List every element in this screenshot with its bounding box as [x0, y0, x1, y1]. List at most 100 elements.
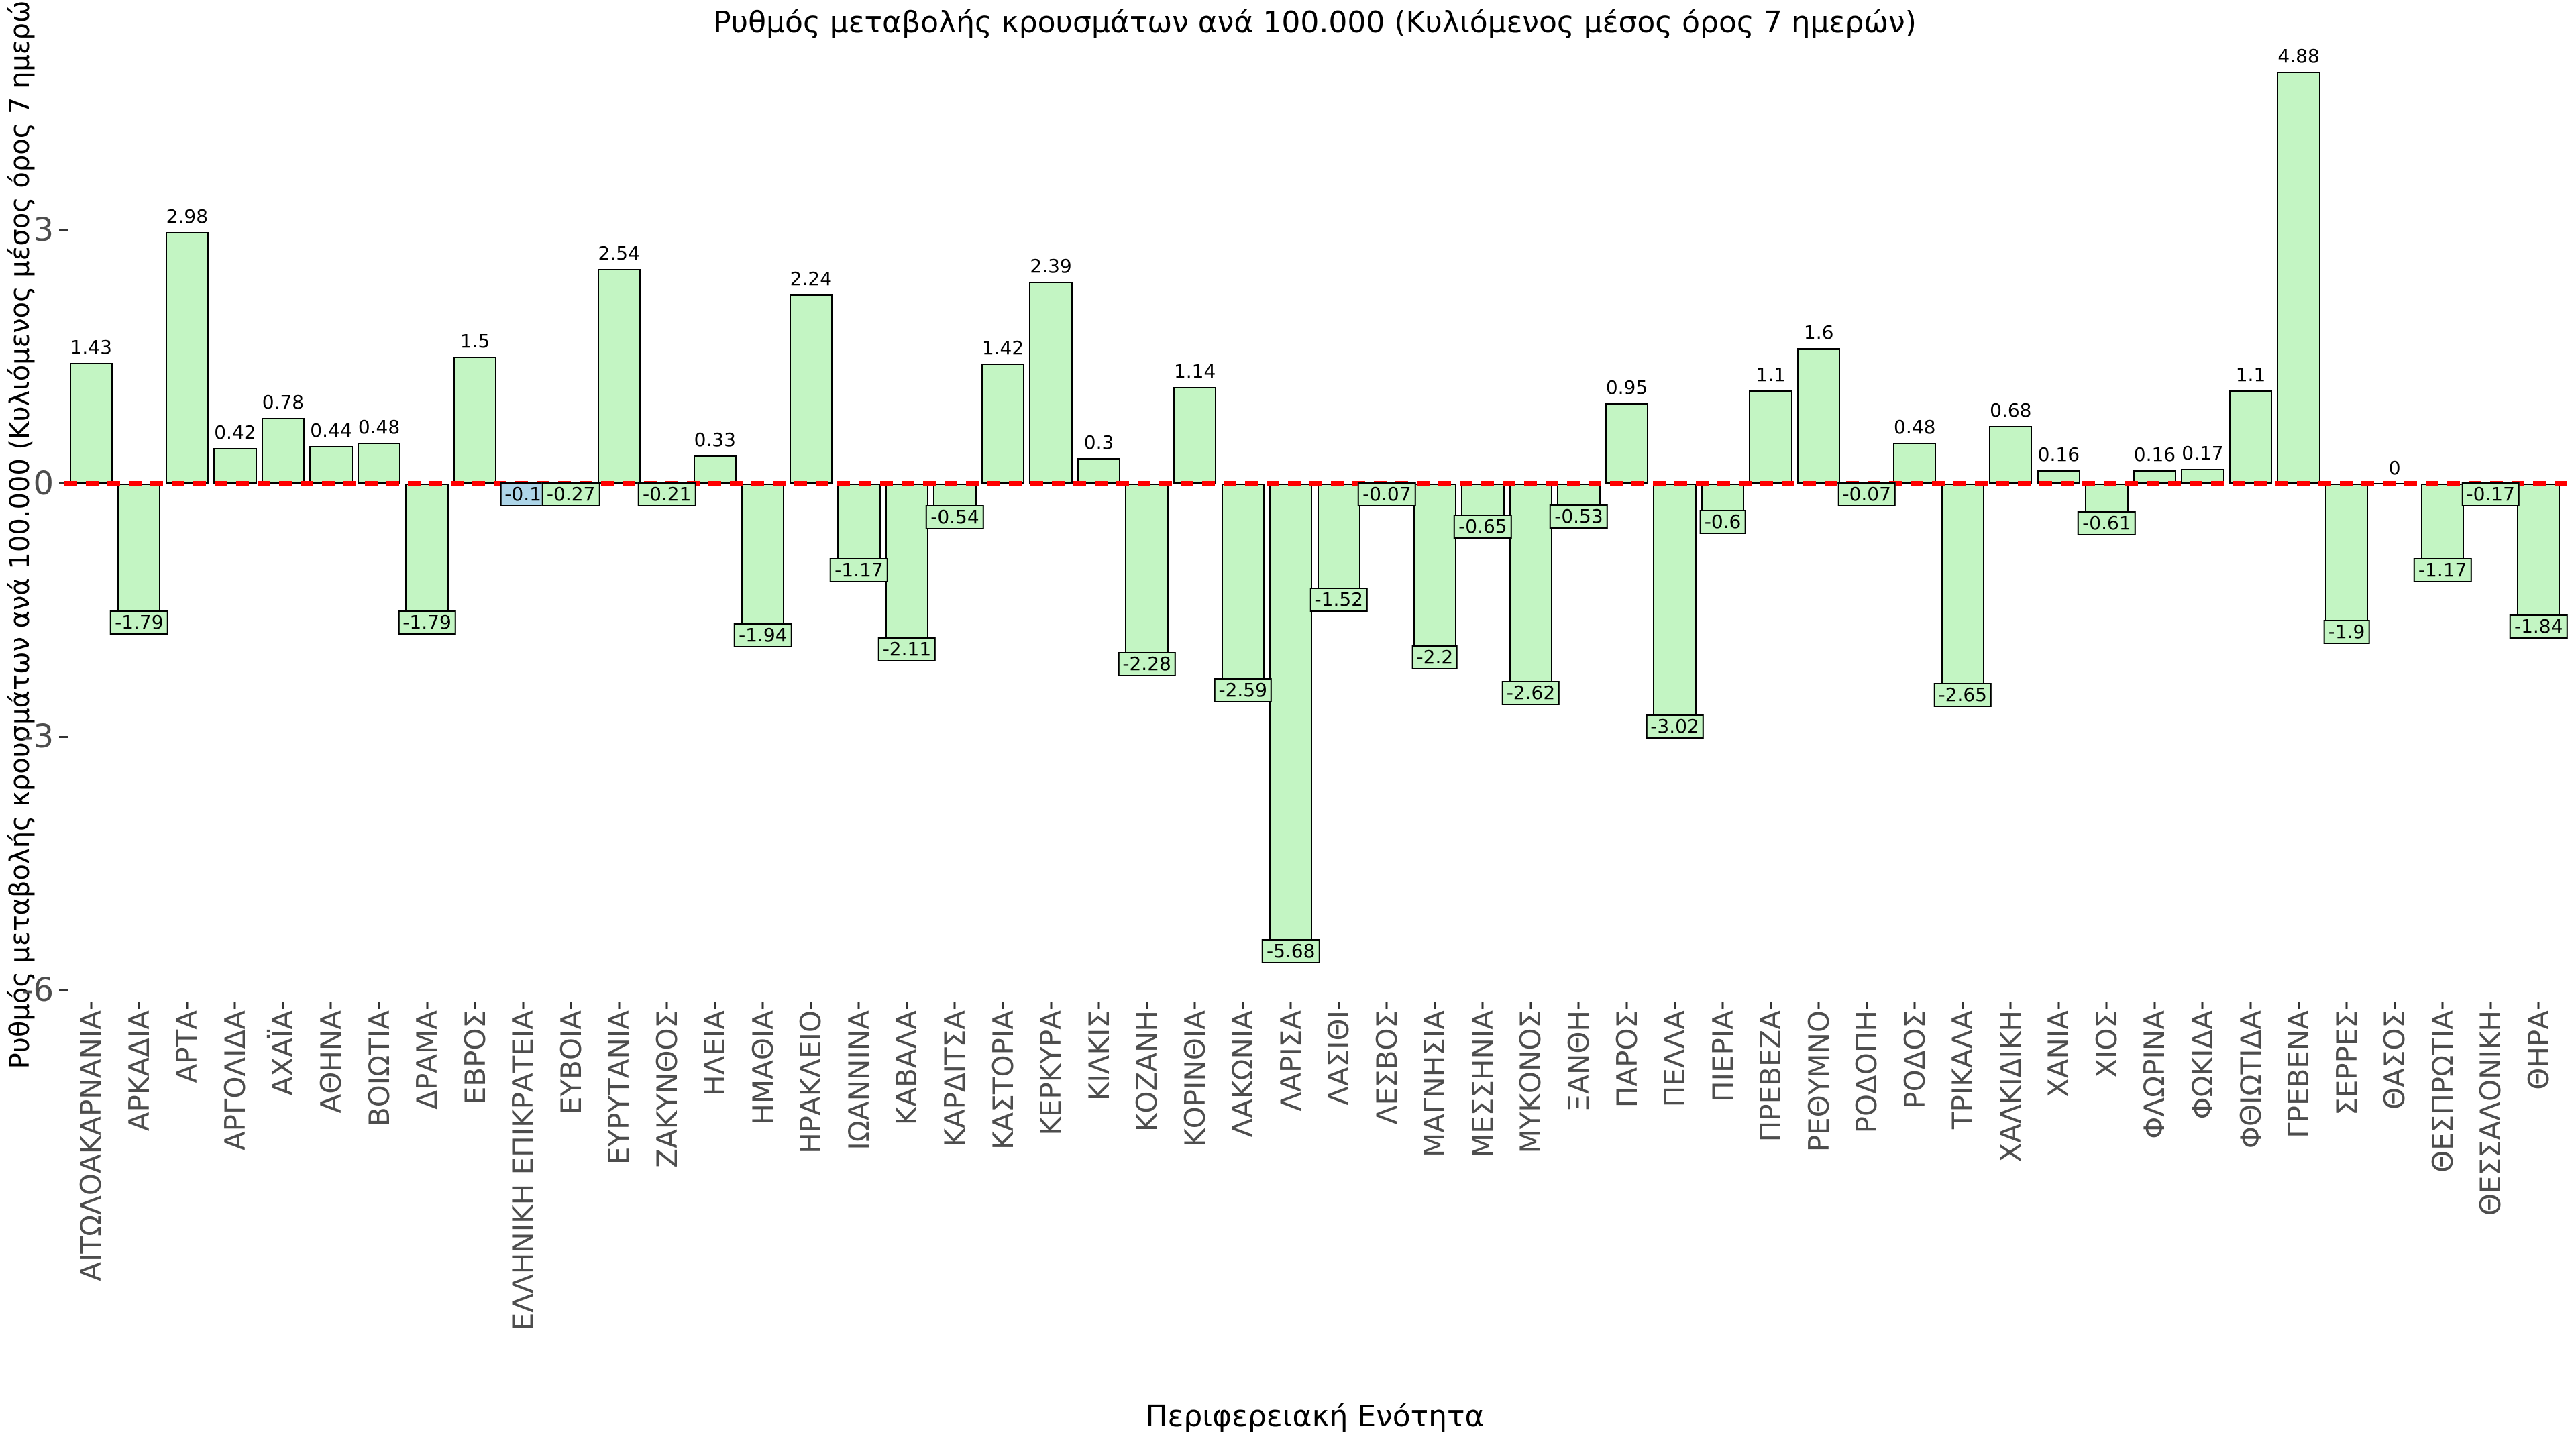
- bar: [1125, 483, 1169, 676]
- x-axis-tick: [522, 1002, 525, 1009]
- bar-value-label: 0.68: [1990, 399, 2032, 422]
- x-axis-tick-label: ΕΥΡΥΤΑΝΙΑ: [602, 1010, 636, 1165]
- x-axis-tick: [2489, 1002, 2492, 1009]
- x-axis-tick-label: ΠΕΛΛΑ: [1658, 1010, 1692, 1108]
- x-axis-tick-label: ΑΡΓΟΛΙΔΑ: [218, 1010, 252, 1151]
- x-axis-tick: [2537, 1002, 2540, 1009]
- x-axis-tick-label: ΘΕΣΠΡΩΤΙΑ: [2426, 1010, 2459, 1173]
- x-axis-tick-label: ΕΥΒΟΙΑ: [554, 1010, 588, 1115]
- bar: [69, 362, 113, 484]
- x-axis-tick: [1721, 1002, 1724, 1009]
- bar-value-label: -1.9: [2323, 620, 2370, 645]
- x-axis-tick-label: ΛΑΣΙΘΙ: [1322, 1010, 1356, 1106]
- x-axis-tick-label: ΔΡΑΜΑ: [411, 1010, 444, 1110]
- x-axis-tick: [1962, 1002, 1964, 1009]
- x-axis-tick: [1097, 1002, 1100, 1009]
- chart-title: Ρυθμός μεταβολής κρουσμάτων ανά 100.000 …: [713, 5, 1917, 40]
- x-axis-tick: [2249, 1002, 2252, 1009]
- x-axis-tick: [1289, 1002, 1292, 1009]
- bar: [405, 483, 449, 635]
- bar: [1221, 483, 1265, 702]
- y-axis-tick-label: 3: [33, 211, 54, 250]
- x-axis-tick-label: ΜΑΓΝΗΣΙΑ: [1418, 1010, 1452, 1158]
- bar-value-label: -5.68: [1261, 938, 1320, 963]
- x-axis-tick: [1674, 1002, 1676, 1009]
- x-axis-tick-label: ΧΑΛΚΙΔΙΚΗ: [1994, 1010, 2027, 1163]
- bar: [357, 443, 401, 484]
- x-axis-tick-label: ΘΕΣΣΑΛΟΝΙΚΗ: [2474, 1010, 2508, 1216]
- zero-reference-line: [64, 481, 2575, 486]
- bar: [165, 231, 209, 484]
- x-axis-tick: [810, 1002, 812, 1009]
- x-axis-tick-label: ΛΕΣΒΟΣ: [1370, 1010, 1403, 1125]
- x-axis-tick-label: ΑΙΤΩΛΟΑΚΑΡΝΑΝΙΑ: [74, 1010, 108, 1281]
- bar: [597, 269, 641, 484]
- x-axis-tick: [1866, 1002, 1868, 1009]
- bar-value-label: 0.42: [214, 421, 256, 443]
- x-axis-tick-label: ΧΙΟΣ: [2090, 1010, 2123, 1078]
- bar: [1605, 403, 1649, 484]
- x-axis-tick-label: ΚΑΣΤΟΡΙΑ: [986, 1010, 1020, 1150]
- x-axis-tick-label: ΚΑΡΔΙΤΣΑ: [938, 1010, 971, 1147]
- x-axis-tick: [2153, 1002, 2156, 1009]
- x-axis-tick: [2441, 1002, 2444, 1009]
- bar-value-label: 4.88: [2277, 44, 2320, 67]
- x-axis-tick-label: ΑΘΗΝΑ: [314, 1010, 347, 1114]
- x-axis-tick: [1529, 1002, 1532, 1009]
- bar: [1077, 458, 1121, 484]
- bar-value-label: -1.17: [830, 558, 888, 583]
- x-axis-tick-label: ΚΟΖΑΝΗ: [1130, 1010, 1164, 1132]
- bar-value-label: -3.02: [1646, 714, 1704, 739]
- bar-value-label: -2.28: [1118, 651, 1176, 676]
- x-axis-tick-label: ΘΗΡΑ: [2522, 1010, 2555, 1090]
- bar-value-label: 0.48: [358, 416, 400, 439]
- bar: [1796, 348, 1841, 484]
- x-axis-tick: [1146, 1002, 1148, 1009]
- x-axis-tick: [1577, 1002, 1580, 1009]
- x-axis-tick: [906, 1002, 908, 1009]
- bar-value-label: 0.44: [310, 419, 352, 442]
- x-axis-tick-label: ΛΑΚΩΝΙΑ: [1226, 1010, 1260, 1138]
- y-axis-tick-label: -6: [21, 971, 54, 1010]
- bar: [1653, 483, 1697, 739]
- bar: [1413, 483, 1457, 669]
- x-axis-tick: [714, 1002, 716, 1009]
- bar: [693, 455, 737, 484]
- x-axis-tick-label: ΠΑΡΟΣ: [1610, 1010, 1644, 1108]
- bar-value-label: -1.17: [2413, 558, 2472, 583]
- bar-value-label: 1.14: [1173, 360, 1216, 383]
- bar: [1269, 483, 1313, 963]
- x-axis-tick-label: ΦΩΚΙΔΑ: [2186, 1010, 2219, 1120]
- x-axis-tick: [186, 1002, 189, 1009]
- x-axis-tick: [474, 1002, 476, 1009]
- x-axis-tick-label: ΗΜΑΘΙΑ: [746, 1010, 780, 1125]
- bar-value-label: -0.07: [1358, 482, 1416, 506]
- bar-value-label: -0.53: [1550, 504, 1608, 529]
- x-axis-tick-label: ΠΡΕΒΕΖΑ: [1754, 1010, 1788, 1142]
- bar: [741, 483, 785, 648]
- x-axis-tick: [1385, 1002, 1388, 1009]
- x-axis-tick: [1817, 1002, 1820, 1009]
- y-axis-tick: [59, 989, 68, 991]
- x-axis-tick: [90, 1002, 93, 1009]
- bar-value-label: 0.33: [694, 429, 736, 451]
- bar-value-label: 2.98: [166, 205, 209, 227]
- x-axis-tick: [378, 1002, 380, 1009]
- y-axis-tick: [59, 229, 68, 231]
- x-axis-tick-label: ΕΒΡΟΣ: [458, 1010, 492, 1105]
- bar-value-label: 0.16: [2133, 443, 2176, 466]
- bar-value-label: -0.27: [541, 482, 600, 506]
- bar-value-label: 2.24: [790, 267, 833, 290]
- x-axis-tick: [665, 1002, 668, 1009]
- x-axis-tick: [2057, 1002, 2060, 1009]
- bar-value-label: 1.5: [460, 330, 490, 353]
- bar-value-label: 1.42: [981, 337, 1024, 360]
- x-axis-tick: [618, 1002, 621, 1009]
- bar: [885, 483, 929, 662]
- x-axis-tick: [282, 1002, 284, 1009]
- bar-value-label: 0: [2388, 456, 2401, 479]
- x-axis-tick: [1242, 1002, 1244, 1009]
- bar-value-label: 0.78: [262, 390, 305, 413]
- bar-value-label: -0.54: [926, 504, 984, 529]
